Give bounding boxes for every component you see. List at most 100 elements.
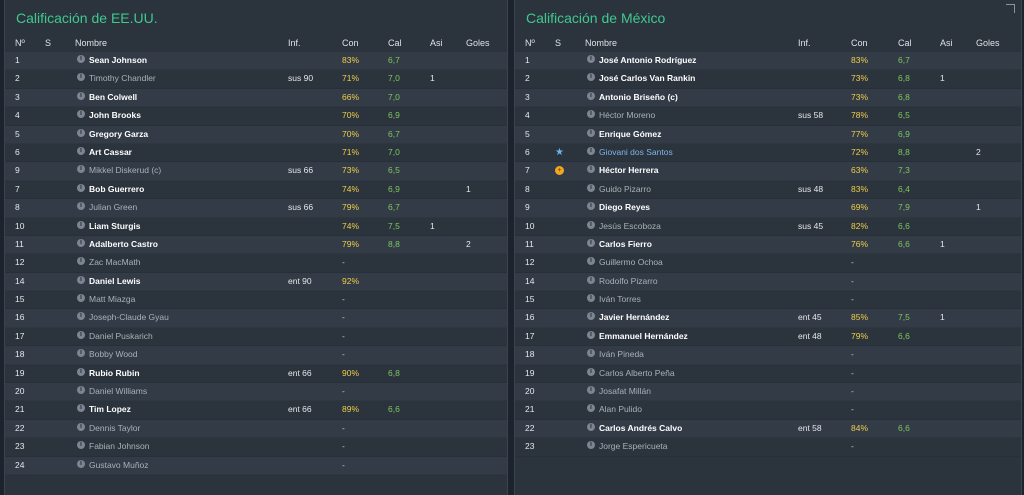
player-row[interactable]: 17 i Daniel Puskarich -: [5, 327, 507, 347]
player-name[interactable]: Julian Green: [89, 202, 138, 213]
info-icon[interactable]: i: [587, 404, 595, 413]
info-icon[interactable]: i: [587, 294, 595, 303]
player-row[interactable]: 16 i Javier Hernández ent 45 85% 7,5 1: [515, 309, 1021, 328]
info-icon[interactable]: i: [77, 367, 85, 376]
info-icon[interactable]: i: [77, 459, 85, 468]
player-name[interactable]: Tim Lopez: [89, 404, 131, 415]
info-icon[interactable]: i: [587, 146, 595, 155]
player-row[interactable]: 9 i Mikkel Diskerud (c) sus 66 73% 6,5: [5, 162, 507, 181]
player-row[interactable]: 15 i Iván Torres -: [515, 291, 1021, 310]
player-name[interactable]: Bob Guerrero: [89, 183, 145, 194]
info-icon[interactable]: i: [77, 349, 85, 358]
player-row[interactable]: 14 i Daniel Lewis ent 90 92%: [5, 272, 507, 292]
player-name[interactable]: José Carlos Van Rankin: [599, 73, 696, 84]
header-no[interactable]: Nº: [15, 38, 25, 48]
player-row[interactable]: 23 i Jorge Espericueta -: [515, 438, 1021, 457]
info-icon[interactable]: i: [587, 275, 595, 284]
info-icon[interactable]: i: [77, 110, 85, 119]
player-name[interactable]: Carlos Andrés Calvo: [599, 422, 683, 433]
info-icon[interactable]: i: [587, 91, 595, 100]
player-row[interactable]: 2 i José Carlos Van Rankin 73% 6,8 1: [515, 70, 1021, 89]
player-row[interactable]: 12 i Zac MacMath -: [5, 254, 507, 273]
player-name[interactable]: Mikkel Diskerud (c): [89, 165, 162, 176]
player-name[interactable]: Iván Pineda: [599, 349, 644, 360]
player-name[interactable]: Diego Reyes: [599, 202, 651, 213]
info-icon[interactable]: i: [587, 257, 595, 266]
header-goles[interactable]: Goles: [466, 38, 490, 48]
player-row[interactable]: 8 i Guido Pizarro sus 48 83% 6,4: [515, 180, 1021, 200]
info-icon[interactable]: i: [587, 330, 595, 339]
player-row[interactable]: 16 i Joseph-Claude Gyau -: [5, 309, 507, 328]
info-icon[interactable]: i: [587, 441, 595, 450]
header-con[interactable]: Con: [851, 38, 868, 48]
info-icon[interactable]: i: [587, 110, 595, 119]
player-row[interactable]: 2 i Timothy Chandler sus 90 71% 7,0 1: [5, 70, 507, 89]
info-icon[interactable]: i: [77, 146, 85, 155]
player-row[interactable]: 11 i Carlos Fierro 76% 6,6 1: [515, 235, 1021, 255]
info-icon[interactable]: i: [587, 312, 595, 321]
player-name[interactable]: Zac MacMath: [89, 257, 141, 268]
player-name[interactable]: Joseph-Claude Gyau: [89, 312, 169, 323]
player-name[interactable]: John Brooks: [89, 110, 141, 121]
player-row[interactable]: 21 i Tim Lopez ent 66 89% 6,6: [5, 401, 507, 420]
player-row[interactable]: 12 i Guillermo Ochoa -: [515, 254, 1021, 273]
info-icon[interactable]: i: [77, 165, 85, 174]
info-icon[interactable]: i: [77, 73, 85, 82]
header-asi[interactable]: Asi: [430, 38, 443, 48]
player-name[interactable]: Daniel Puskarich: [89, 330, 153, 341]
info-icon[interactable]: i: [587, 73, 595, 82]
header-asi[interactable]: Asi: [940, 38, 953, 48]
header-cal[interactable]: Cal: [898, 38, 912, 48]
player-name[interactable]: Iván Torres: [599, 294, 641, 305]
info-icon[interactable]: i: [77, 238, 85, 247]
info-icon[interactable]: i: [77, 294, 85, 303]
info-icon[interactable]: i: [587, 386, 595, 395]
info-icon[interactable]: i: [77, 55, 85, 63]
header-inf[interactable]: Inf.: [288, 38, 301, 48]
player-name[interactable]: Guillermo Ochoa: [599, 257, 663, 268]
player-row[interactable]: 6 i Art Cassar 71% 7,0: [5, 143, 507, 163]
info-icon[interactable]: i: [587, 349, 595, 358]
player-name[interactable]: Javier Hernández: [599, 312, 670, 323]
player-row[interactable]: 17 i Emmanuel Hernández ent 48 79% 6,6: [515, 327, 1021, 347]
player-row[interactable]: 5 i Gregory Garza 70% 6,7: [5, 125, 507, 144]
info-icon[interactable]: i: [587, 128, 595, 137]
header-name[interactable]: Nombre: [75, 38, 108, 48]
player-name[interactable]: Gregory Garza: [89, 128, 149, 139]
info-icon[interactable]: i: [587, 367, 595, 376]
player-row[interactable]: 21 i Alan Pulido -: [515, 401, 1021, 420]
player-row[interactable]: 7 + i Héctor Herrera 63% 7,3: [515, 162, 1021, 181]
player-row[interactable]: 22 i Dennis Taylor -: [5, 419, 507, 439]
info-icon[interactable]: i: [587, 55, 595, 63]
player-name[interactable]: Antonio Briseño (c): [599, 91, 678, 102]
info-icon[interactable]: i: [77, 202, 85, 211]
header-s[interactable]: S: [45, 38, 52, 48]
player-name[interactable]: Gustavo Muñoz: [89, 459, 149, 470]
player-row[interactable]: 19 i Carlos Alberto Peña -: [515, 364, 1021, 384]
info-icon[interactable]: i: [77, 312, 85, 321]
info-icon[interactable]: i: [77, 257, 85, 266]
player-name[interactable]: Matt Miazga: [89, 294, 136, 305]
info-icon[interactable]: i: [587, 202, 595, 211]
player-name[interactable]: Alan Pulido: [599, 404, 643, 415]
info-icon[interactable]: i: [77, 128, 85, 137]
info-icon[interactable]: i: [587, 183, 595, 192]
info-icon[interactable]: i: [77, 386, 85, 395]
expand-icon[interactable]: [1006, 4, 1015, 13]
player-row[interactable]: 24 i Gustavo Muñoz -: [5, 456, 507, 475]
info-icon[interactable]: i: [77, 91, 85, 100]
player-row[interactable]: 15 i Matt Miazga -: [5, 291, 507, 310]
player-name[interactable]: Enrique Gómez: [599, 128, 662, 139]
info-icon[interactable]: i: [587, 165, 595, 174]
player-row[interactable]: 4 i John Brooks 70% 6,9: [5, 107, 507, 126]
player-name[interactable]: Carlos Alberto Peña: [599, 367, 675, 378]
info-icon[interactable]: i: [587, 422, 595, 431]
info-icon[interactable]: i: [77, 183, 85, 192]
player-name[interactable]: Rubio Rubin: [89, 367, 140, 378]
player-name[interactable]: Dennis Taylor: [89, 422, 141, 433]
player-name[interactable]: Emmanuel Hernández: [599, 330, 688, 341]
player-row[interactable]: 18 i Iván Pineda -: [515, 346, 1021, 365]
player-name[interactable]: Carlos Fierro: [599, 238, 652, 249]
player-row[interactable]: 9 i Diego Reyes 69% 7,9 1: [515, 199, 1021, 218]
player-name[interactable]: Ben Colwell: [89, 91, 138, 102]
